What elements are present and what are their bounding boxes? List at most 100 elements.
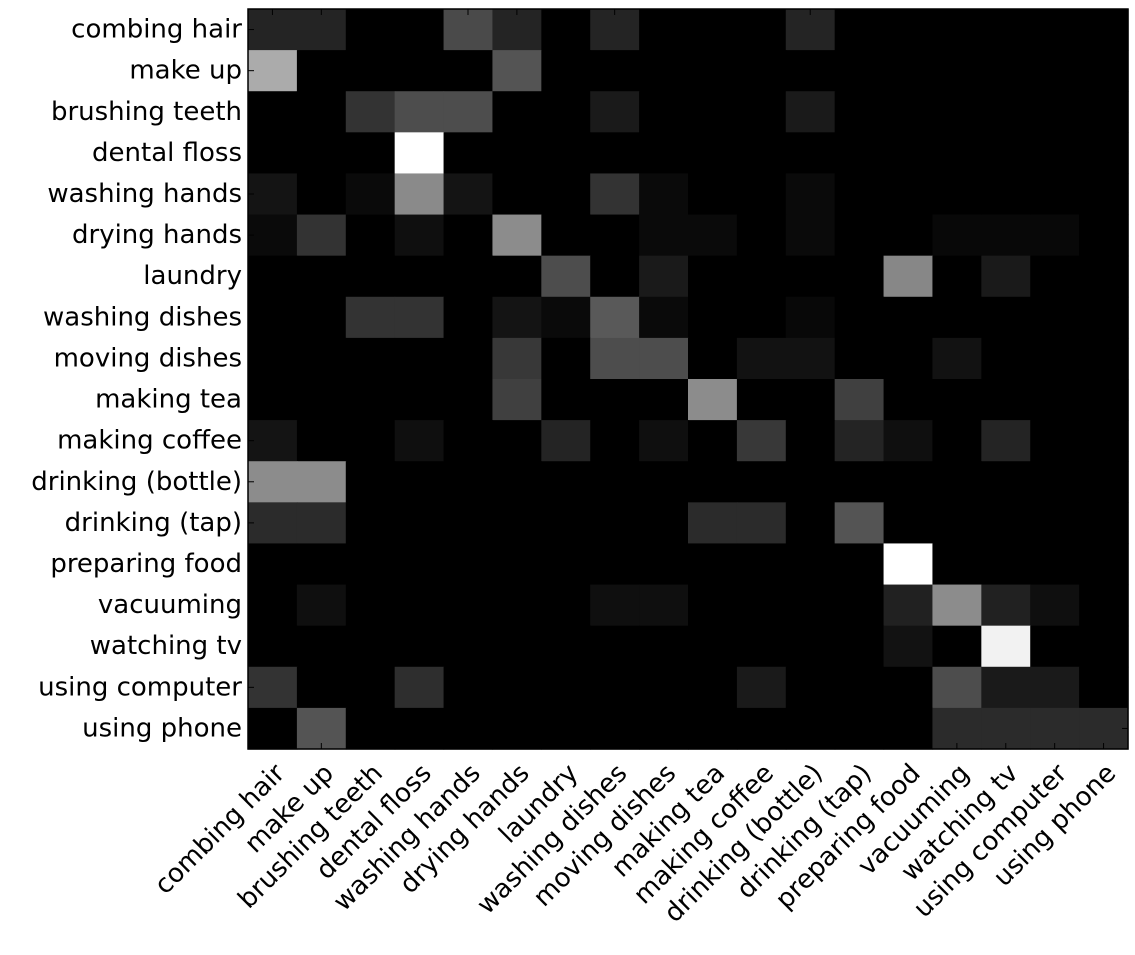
cell-drinking-bottle-x-using-phone [1079, 461, 1129, 503]
cell-drying-hands-x-using-computer [1030, 214, 1080, 257]
cell-brushing-teeth-x-combing-hair [248, 91, 298, 133]
cell-brushing-teeth-x-making-tea [688, 91, 738, 133]
cell-brushing-teeth-x-vacuuming [932, 91, 982, 133]
cell-drinking-tap-x-drying-hands [492, 502, 542, 545]
cell-laundry-x-washing-hands [443, 255, 494, 298]
cell-washing-dishes-x-drinking-bottle [785, 296, 836, 339]
cell-combing-hair-x-brushing-teeth [345, 9, 396, 51]
cell-making-coffee-x-laundry [541, 420, 591, 462]
cell-brushing-teeth-x-using-computer [1030, 91, 1080, 133]
cell-combing-hair-x-dental-floss [394, 9, 445, 51]
cell-preparing-food-x-laundry [541, 543, 591, 586]
cell-make-up-x-drinking-tap [834, 50, 885, 92]
cell-making-tea-x-using-phone [1079, 379, 1129, 421]
cell-using-phone-x-using-computer [1030, 707, 1080, 750]
row-label-vacuuming: vacuuming [98, 590, 242, 620]
cell-combing-hair-x-drying-hands [492, 9, 542, 51]
cell-washing-dishes-x-combing-hair [248, 296, 298, 339]
cell-drinking-tap-x-watching-tv [981, 502, 1031, 545]
cell-vacuuming-x-drinking-tap [834, 584, 885, 627]
cell-drinking-bottle-x-watching-tv [981, 461, 1031, 503]
cell-brushing-teeth-x-make-up [296, 91, 347, 133]
cell-moving-dishes-x-laundry [541, 337, 591, 380]
cell-dental-floss-x-brushing-teeth [345, 132, 396, 175]
cell-combing-hair-x-washing-hands [443, 9, 494, 51]
cell-washing-hands-x-dental-floss [394, 173, 445, 216]
cell-watching-tv-x-washing-hands [443, 625, 494, 668]
cell-drinking-tap-x-make-up [296, 502, 347, 545]
cell-brushing-teeth-x-watching-tv [981, 91, 1031, 133]
cell-making-tea-x-moving-dishes [639, 379, 689, 421]
cell-drinking-tap-x-making-tea [688, 502, 738, 545]
cell-moving-dishes-x-vacuuming [932, 337, 982, 380]
cell-drying-hands-x-using-phone [1079, 214, 1129, 257]
cell-using-phone-x-watching-tv [981, 707, 1031, 750]
cell-drinking-tap-x-laundry [541, 502, 591, 545]
cell-watching-tv-x-watching-tv [981, 625, 1031, 668]
cell-using-phone-x-moving-dishes [639, 707, 689, 750]
cell-using-phone-x-washing-hands [443, 707, 494, 750]
cell-drying-hands-x-drinking-tap [834, 214, 885, 257]
cell-washing-dishes-x-watching-tv [981, 296, 1031, 339]
row-label-preparing-food: preparing food [50, 549, 242, 579]
cell-dental-floss-x-washing-hands [443, 132, 494, 175]
cell-using-phone-x-laundry [541, 707, 591, 750]
cell-dental-floss-x-washing-dishes [590, 132, 640, 175]
cell-drinking-bottle-x-laundry [541, 461, 591, 503]
cell-laundry-x-laundry [541, 255, 591, 298]
cell-making-tea-x-brushing-teeth [345, 379, 396, 421]
cell-moving-dishes-x-making-tea [688, 337, 738, 380]
cell-drinking-bottle-x-vacuuming [932, 461, 982, 503]
cell-preparing-food-x-combing-hair [248, 543, 298, 586]
cell-watching-tv-x-brushing-teeth [345, 625, 396, 668]
cell-using-computer-x-laundry [541, 666, 591, 709]
cell-make-up-x-make-up [296, 50, 347, 92]
cell-making-coffee-x-brushing-teeth [345, 420, 396, 462]
cell-vacuuming-x-washing-hands [443, 584, 494, 627]
cell-preparing-food-x-drying-hands [492, 543, 542, 586]
cell-vacuuming-x-washing-dishes [590, 584, 640, 627]
cell-watching-tv-x-combing-hair [248, 625, 298, 668]
cell-making-tea-x-drying-hands [492, 379, 542, 421]
cell-dental-floss-x-using-phone [1079, 132, 1129, 175]
cell-making-coffee-x-washing-hands [443, 420, 494, 462]
cell-drinking-bottle-x-preparing-food [883, 461, 934, 503]
cell-vacuuming-x-preparing-food [883, 584, 934, 627]
cell-drinking-tap-x-washing-hands [443, 502, 494, 545]
cell-drinking-tap-x-washing-dishes [590, 502, 640, 545]
cell-preparing-food-x-using-computer [1030, 543, 1080, 586]
cell-using-computer-x-moving-dishes [639, 666, 689, 709]
cell-moving-dishes-x-washing-dishes [590, 337, 640, 380]
cell-moving-dishes-x-drying-hands [492, 337, 542, 380]
cell-drinking-bottle-x-washing-dishes [590, 461, 640, 503]
cell-using-phone-x-preparing-food [883, 707, 934, 750]
cell-moving-dishes-x-drinking-bottle [785, 337, 836, 380]
cell-moving-dishes-x-using-phone [1079, 337, 1129, 380]
cell-moving-dishes-x-washing-hands [443, 337, 494, 380]
cell-preparing-food-x-brushing-teeth [345, 543, 396, 586]
cell-washing-dishes-x-dental-floss [394, 296, 445, 339]
row-label-using-computer: using computer [38, 672, 242, 702]
cell-washing-hands-x-make-up [296, 173, 347, 216]
cell-vacuuming-x-brushing-teeth [345, 584, 396, 627]
cell-preparing-food-x-washing-dishes [590, 543, 640, 586]
cell-drying-hands-x-making-coffee [736, 214, 787, 257]
cell-making-coffee-x-using-computer [1030, 420, 1080, 462]
cell-using-phone-x-brushing-teeth [345, 707, 396, 750]
cell-moving-dishes-x-brushing-teeth [345, 337, 396, 380]
cell-dental-floss-x-vacuuming [932, 132, 982, 175]
cell-making-tea-x-laundry [541, 379, 591, 421]
cell-making-tea-x-vacuuming [932, 379, 982, 421]
cell-combing-hair-x-vacuuming [932, 9, 982, 51]
cell-making-coffee-x-making-coffee [736, 420, 787, 462]
cell-combing-hair-x-drinking-tap [834, 9, 885, 51]
cell-making-coffee-x-combing-hair [248, 420, 298, 462]
cell-moving-dishes-x-preparing-food [883, 337, 934, 380]
tick-marks [248, 9, 1128, 749]
row-label-making-tea: making tea [95, 385, 242, 415]
cell-using-phone-x-making-coffee [736, 707, 787, 750]
cell-moving-dishes-x-drinking-tap [834, 337, 885, 380]
row-label-brushing-teeth: brushing teeth [51, 97, 242, 127]
cell-brushing-teeth-x-making-coffee [736, 91, 787, 133]
